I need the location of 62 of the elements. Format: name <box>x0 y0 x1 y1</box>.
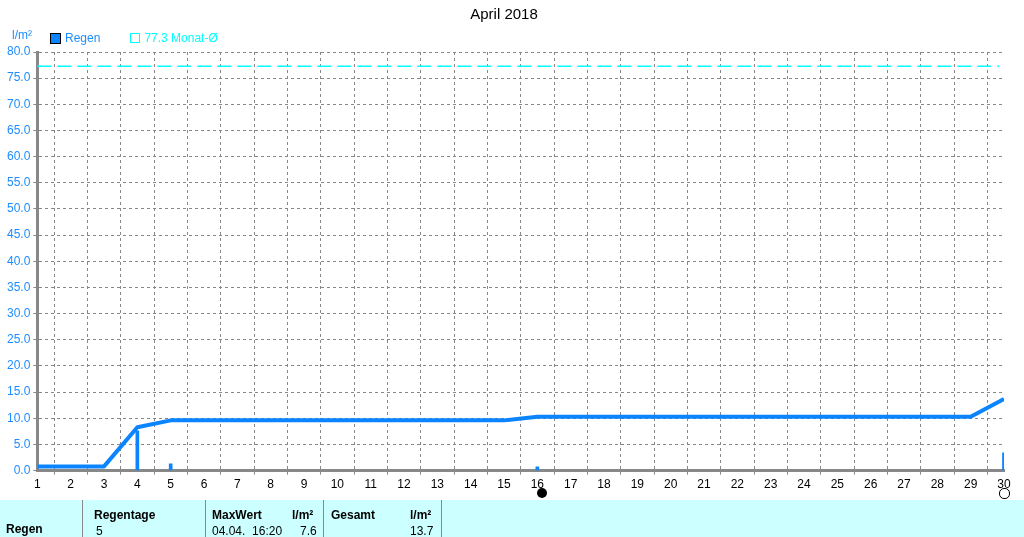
x-tick-label: 18 <box>597 477 611 492</box>
x-tick-label: 24 <box>797 477 811 492</box>
x-tick-label: 26 <box>863 477 878 492</box>
x-tick-label: 20 <box>663 477 678 492</box>
x-tick-label: 17 <box>564 477 578 492</box>
x-tick-label: 25 <box>830 477 845 492</box>
x-tick-label: 15 <box>497 477 512 492</box>
legend-label: 77.3 Monat-Ø <box>143 31 218 45</box>
chart-title: April 2018 <box>470 5 538 23</box>
x-tick-label: 3 <box>100 477 108 492</box>
x-tick-label: 13 <box>430 477 445 492</box>
x-tick-label: 6 <box>200 477 208 492</box>
text: l/m² <box>292 508 314 522</box>
y-tick-label: 70.0 <box>7 96 31 111</box>
x-tick-label: 30 <box>997 477 1011 492</box>
x-tick-label: 4 <box>134 477 142 492</box>
y-tick-label: 20.0 <box>7 358 31 373</box>
x-tick-label: 10 <box>330 477 345 492</box>
x-tick-label: 22 <box>730 477 745 492</box>
bar <box>168 463 173 471</box>
x-tick-label: 29 <box>963 477 978 492</box>
y-axis-title: l/m² <box>12 28 32 42</box>
text: 7.6 <box>300 524 317 537</box>
text: 13.7 <box>410 524 434 537</box>
y-tick-label: 15.0 <box>7 384 31 399</box>
y-tick-label: 55.0 <box>7 175 31 190</box>
x-tick-label: 27 <box>897 477 911 492</box>
y-tick-label: 10.0 <box>7 410 31 425</box>
y-tick-label: 80.0 <box>7 44 31 59</box>
x-tick-label: 16 <box>530 477 545 492</box>
y-tick-label: 65.0 <box>7 122 31 137</box>
y-tick-label: 40.0 <box>7 253 31 268</box>
x-tick-label: 5 <box>167 477 175 492</box>
y-tick-label: 0.0 <box>13 462 31 477</box>
x-tick-label: 12 <box>397 477 412 492</box>
x-tick-label: 19 <box>630 477 645 492</box>
y-tick-label: 50.0 <box>7 201 31 216</box>
x-tick-label: 28 <box>930 477 945 492</box>
x-tick-label: 8 <box>267 477 275 492</box>
x-tick-label: 21 <box>697 477 711 492</box>
x-tick-label: 23 <box>763 477 778 492</box>
text: 04.04. 16:20 <box>212 524 283 537</box>
x-tick-label: 1 <box>34 477 42 492</box>
text: Gesamt <box>331 508 376 522</box>
text: MaxWert <box>212 508 262 522</box>
y-tick-label: 35.0 <box>7 279 31 294</box>
x-tick-label: 14 <box>464 477 478 492</box>
x-tick-label: 7 <box>234 477 242 492</box>
text: Regentage <box>94 508 156 522</box>
text: 5 <box>96 524 103 537</box>
text: Regen <box>6 522 43 536</box>
x-tick-label: 11 <box>364 477 378 492</box>
y-tick-label: 30.0 <box>7 305 31 320</box>
y-tick-label: 5.0 <box>13 436 31 451</box>
y-tick-label: 45.0 <box>7 227 31 242</box>
y-tick-label: 60.0 <box>7 148 31 163</box>
text: l/m² <box>410 508 432 522</box>
y-tick-label: 25.0 <box>7 332 31 347</box>
y-tick-label: 75.0 <box>7 70 31 85</box>
x-tick-label: 2 <box>67 477 75 492</box>
legend-label: Regen <box>64 31 101 45</box>
x-tick-label: 9 <box>300 477 308 492</box>
